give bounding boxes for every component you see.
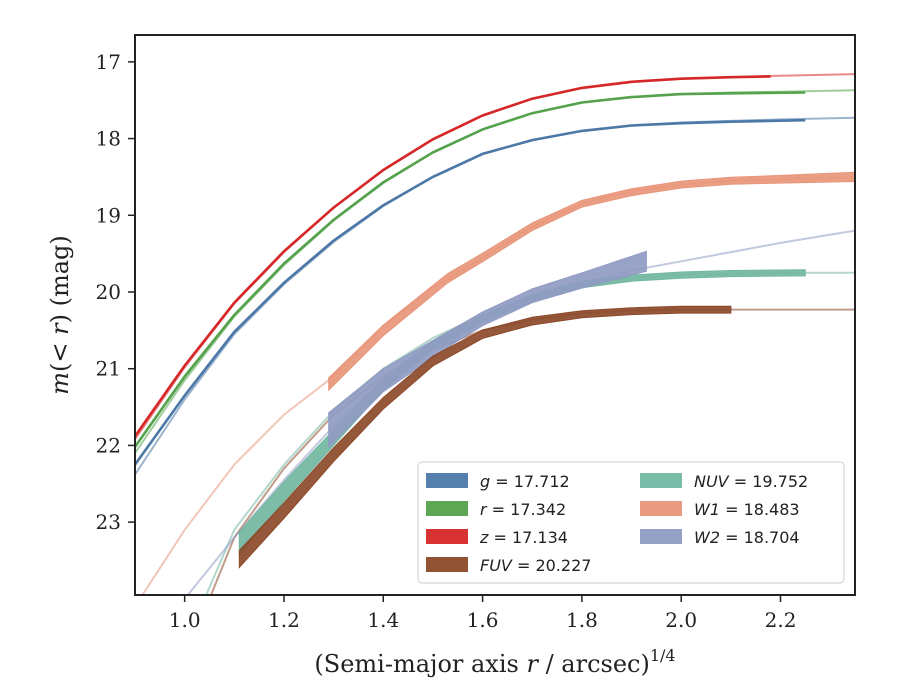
x-tick-label: 1.2: [268, 608, 300, 632]
data-curves: [135, 75, 855, 569]
y-axis-label-post: ) (mag): [46, 235, 74, 323]
data-line-g: [135, 118, 806, 466]
legend-value: = 20.227: [512, 556, 592, 575]
x-tick-label: 1.4: [367, 608, 399, 632]
legend-value: = 17.134: [488, 528, 568, 547]
legend-label-fuv: FUV = 20.227: [480, 556, 591, 575]
x-axis-label-var: r: [526, 650, 539, 678]
legend-value: = 19.752: [729, 472, 809, 491]
legend-swatch-z: [426, 529, 468, 544]
x-axis-label-post: / arcsec): [538, 650, 650, 678]
legend-symbol: W2: [694, 528, 720, 547]
x-axis-ticks: 1.0 1.2 1.4 1.6 1.8 2.0 2.2: [169, 595, 797, 632]
data-line-r: [135, 91, 806, 448]
data-line-z: [135, 75, 771, 437]
x-tick-label: 1.8: [566, 608, 598, 632]
legend-value: = 18.483: [720, 500, 800, 519]
legend-symbol: NUV: [694, 472, 730, 491]
legend-symbol: r: [480, 500, 488, 519]
data-band-w2: [328, 250, 647, 449]
legend-symbol: z: [479, 528, 489, 547]
legend-symbol: g: [480, 472, 490, 491]
data-band-w1: [328, 171, 855, 392]
legend-swatch-g: [426, 473, 468, 488]
legend-value: = 17.342: [487, 500, 567, 519]
y-axis-label-var2: r: [46, 322, 74, 335]
y-tick-label: 21: [96, 357, 121, 381]
x-tick-label: 2.2: [765, 608, 797, 632]
y-tick-label: 20: [96, 280, 121, 304]
x-tick-label: 1.6: [467, 608, 499, 632]
legend-label-r: r = 17.342: [480, 500, 566, 519]
legend-symbol: W1: [694, 500, 720, 519]
y-tick-label: 22: [96, 433, 121, 457]
legend-swatch-nuv: [640, 473, 682, 488]
legend-value: = 17.712: [490, 472, 570, 491]
legend-label-w2: W2 = 18.704: [694, 528, 800, 547]
y-axis-label: m(< r) (mag): [46, 235, 74, 395]
x-tick-label: 1.0: [169, 608, 201, 632]
x-axis-label: (Semi-major axis r / arcsec)1/4: [314, 646, 675, 678]
legend-swatch-w2: [640, 529, 682, 544]
legend-value: = 18.704: [720, 528, 800, 547]
legend-frame: [417, 461, 845, 584]
x-axis-label-pre: (Semi-major axis: [314, 650, 526, 678]
legend-label-z: z = 17.134: [479, 528, 568, 547]
legend-label-w1: W1 = 18.483: [694, 500, 800, 519]
y-axis-label-var: m: [46, 372, 74, 395]
legend-swatch-fuv: [426, 557, 468, 572]
y-tick-label: 23: [96, 510, 121, 534]
y-tick-label: 17: [96, 50, 121, 74]
data-band-fuv: [238, 305, 732, 569]
legend-symbol: FUV: [480, 556, 513, 575]
y-axis-ticks: 17 18 19 20 21 22 23: [96, 50, 135, 534]
legend-label-nuv: NUV = 19.752: [694, 472, 808, 491]
legend-swatch-r: [426, 501, 468, 516]
legend-swatch-w1: [640, 501, 682, 516]
y-axis-label-mid: (<: [46, 335, 74, 372]
y-tick-label: 19: [96, 203, 121, 227]
plot-frame: [134, 34, 856, 596]
y-tick-label: 18: [96, 127, 121, 151]
legend-label-g: g = 17.712: [480, 472, 570, 491]
x-tick-label: 2.0: [665, 608, 697, 632]
x-axis-label-sup: 1/4: [650, 646, 676, 665]
